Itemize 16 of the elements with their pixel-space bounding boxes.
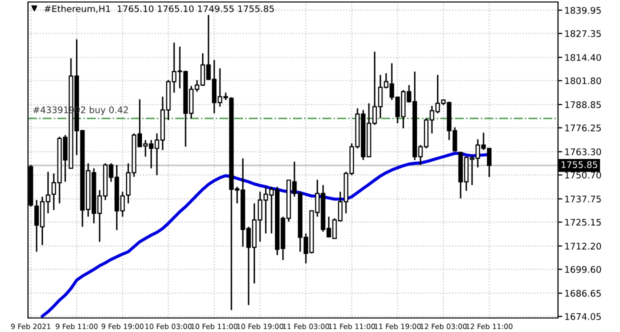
y-tick-label: 1801.80: [565, 77, 601, 84]
ref-line-label: 1755.85: [562, 161, 598, 168]
y-tick-label: 1737.75: [565, 196, 601, 202]
y-tick-label: 1763.30: [565, 148, 601, 156]
y-tick-label: 1686.65: [565, 290, 601, 297]
y-tick-label: 1712.20: [565, 242, 601, 250]
y-tick-label: 1776.25: [565, 124, 601, 132]
y-tick-label: 1750.70: [565, 172, 601, 179]
y-tick-label: 1674.05: [565, 313, 601, 320]
y-tick-label: 1788.85: [565, 101, 601, 108]
y-tick-label: 1814.40: [565, 54, 601, 61]
chart-title: #Ethereum,H1 1765.10 1765.10 1749.55 1755.85: [44, 5, 274, 14]
y-tick-label: 1699.60: [565, 266, 601, 273]
y-tick-label: 1725.15: [565, 218, 601, 226]
y-tick-label: 1839.95: [565, 6, 601, 14]
y-tick-label: 1827.35: [565, 30, 601, 38]
